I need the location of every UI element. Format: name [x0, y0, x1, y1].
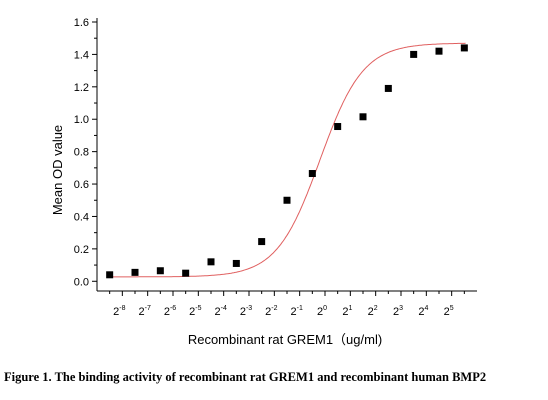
chart: 0.0 0.2 0.4 0.6 0.8 1.0 1.2 1.4 1.6 2-8 2-7 2-6 2-5… — [50, 17, 477, 347]
x-tick-label: 23 — [393, 305, 403, 318]
y-tick-label: 1.2 — [74, 82, 89, 94]
data-points — [106, 44, 468, 279]
data-point — [106, 271, 114, 279]
x-tick-label: 22 — [368, 305, 378, 318]
data-point — [308, 170, 316, 178]
data-point — [460, 44, 468, 52]
x-tick-label: 2-5 — [189, 305, 201, 318]
x-tick-label: 2-1 — [290, 305, 302, 318]
y-axis-title: Mean OD value — [50, 125, 65, 215]
fit-curve — [107, 42, 466, 278]
axes — [96, 18, 477, 292]
x-tick-label: 2-3 — [240, 305, 252, 318]
x-tick-label: 2-6 — [164, 305, 176, 318]
y-tick-label: 0.4 — [74, 211, 89, 223]
y-tick-label: 0.8 — [74, 147, 89, 159]
figure-caption: Figure 1. The binding activity of recomb… — [4, 370, 487, 384]
y-tick-label: 1.6 — [74, 17, 89, 29]
data-point — [359, 113, 367, 121]
data-point — [384, 84, 392, 92]
y-tick-label: 0.0 — [74, 276, 89, 288]
data-point — [156, 267, 164, 275]
x-tick-label: 2-2 — [265, 305, 277, 318]
x-tick-label: 2-7 — [138, 305, 150, 318]
y-tick-label: 1.0 — [74, 114, 89, 126]
x-axis-ticks: 2-8 2-7 2-6 2-5 2-4 2-3 2-2 2-1 20 21 22 23 24 25 — [109, 291, 465, 318]
y-tick-label: 1.4 — [74, 49, 89, 61]
y-tick-label: 0.6 — [74, 179, 89, 191]
data-point — [334, 123, 342, 131]
y-axis-ticks: 0.0 0.2 0.4 0.6 0.8 1.0 1.2 1.4 1.6 — [74, 17, 97, 288]
x-tick-label: 24 — [418, 305, 428, 318]
x-tick-label: 21 — [342, 305, 352, 318]
x-tick-label: 25 — [444, 305, 454, 318]
data-point — [283, 196, 291, 204]
data-point — [232, 259, 240, 267]
data-point — [410, 50, 418, 58]
x-tick-label: 20 — [317, 305, 327, 318]
data-point — [207, 258, 215, 266]
x-tick-label: 2-8 — [113, 305, 125, 318]
x-axis-title: Recombinant rat GREM1（ug/ml) — [188, 332, 382, 347]
data-point — [182, 269, 190, 277]
data-point — [131, 268, 139, 276]
data-point — [258, 238, 266, 246]
x-tick-label: 2-4 — [214, 305, 226, 318]
y-tick-label: 0.2 — [74, 244, 89, 256]
data-point — [435, 47, 443, 55]
